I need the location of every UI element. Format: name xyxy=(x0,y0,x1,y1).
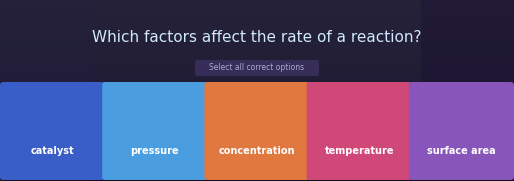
Bar xyxy=(0,109,514,112)
Bar xyxy=(0,0,514,3)
Bar xyxy=(0,175,514,178)
Bar xyxy=(0,72,514,75)
Bar xyxy=(0,54,514,57)
FancyBboxPatch shape xyxy=(206,83,310,181)
Bar xyxy=(0,90,514,94)
Bar xyxy=(0,103,514,106)
FancyBboxPatch shape xyxy=(103,83,208,181)
Bar xyxy=(0,115,514,118)
Bar xyxy=(0,124,514,127)
Bar xyxy=(0,169,514,172)
Bar xyxy=(0,87,514,90)
Bar xyxy=(0,60,514,63)
Bar xyxy=(0,130,514,133)
Bar xyxy=(0,96,514,100)
Bar xyxy=(0,163,514,166)
FancyBboxPatch shape xyxy=(307,83,413,181)
Bar xyxy=(0,118,514,121)
FancyBboxPatch shape xyxy=(409,82,514,180)
Bar xyxy=(0,139,514,142)
Text: Select all correct options: Select all correct options xyxy=(209,64,305,73)
Bar xyxy=(0,145,514,148)
Bar xyxy=(0,0,93,181)
Text: Which factors affect the rate of a reaction?: Which factors affect the rate of a react… xyxy=(92,31,422,45)
Bar xyxy=(0,106,514,109)
Bar xyxy=(0,127,514,130)
Bar xyxy=(0,33,514,36)
Bar xyxy=(0,39,514,42)
Bar xyxy=(0,85,514,87)
Bar xyxy=(0,148,514,151)
Bar xyxy=(0,94,514,96)
Text: surface area: surface area xyxy=(427,146,495,156)
Bar xyxy=(0,172,514,175)
Bar xyxy=(0,75,514,78)
Bar xyxy=(0,15,514,18)
FancyBboxPatch shape xyxy=(306,82,412,180)
Bar xyxy=(0,24,514,27)
Bar xyxy=(421,0,514,181)
Bar xyxy=(0,121,514,124)
Bar xyxy=(0,30,514,33)
Bar xyxy=(0,69,514,72)
Bar xyxy=(0,160,514,163)
FancyBboxPatch shape xyxy=(205,82,309,180)
Bar xyxy=(0,154,514,157)
Bar xyxy=(0,112,514,115)
Bar xyxy=(0,78,514,81)
FancyBboxPatch shape xyxy=(410,83,514,181)
Bar xyxy=(0,151,514,154)
Bar xyxy=(0,27,514,30)
Text: catalyst: catalyst xyxy=(31,146,75,156)
Text: pressure: pressure xyxy=(131,146,179,156)
Bar xyxy=(0,12,514,15)
FancyBboxPatch shape xyxy=(102,82,208,180)
Bar xyxy=(0,6,514,9)
Bar xyxy=(0,21,514,24)
Bar xyxy=(0,81,514,85)
Bar xyxy=(0,136,514,139)
Bar xyxy=(0,9,514,12)
Text: concentration: concentration xyxy=(219,146,295,156)
Bar xyxy=(0,42,514,45)
FancyBboxPatch shape xyxy=(1,83,106,181)
Bar xyxy=(0,45,514,48)
Bar xyxy=(0,51,514,54)
Bar xyxy=(0,166,514,169)
Bar xyxy=(0,178,514,181)
Bar xyxy=(0,18,514,21)
Bar xyxy=(0,66,514,69)
Text: temperature: temperature xyxy=(324,146,394,156)
FancyBboxPatch shape xyxy=(195,60,319,76)
FancyBboxPatch shape xyxy=(0,82,105,180)
Bar xyxy=(0,36,514,39)
Bar xyxy=(0,63,514,66)
Bar xyxy=(0,100,514,103)
Bar xyxy=(0,142,514,145)
Bar xyxy=(0,133,514,136)
Bar xyxy=(0,48,514,51)
Bar xyxy=(0,57,514,60)
Bar xyxy=(0,3,514,6)
Bar xyxy=(0,157,514,160)
